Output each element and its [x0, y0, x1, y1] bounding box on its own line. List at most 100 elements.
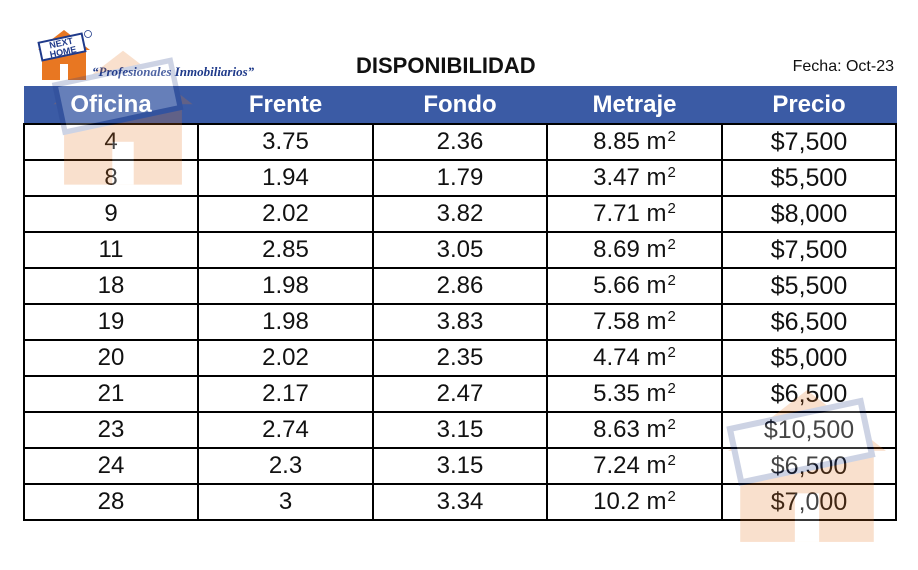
cell-fondo: 2.35 — [372, 339, 548, 377]
cell-fondo: 3.15 — [372, 411, 548, 449]
cell-metraje: 5.66 m2 — [546, 267, 723, 305]
area-unit: m — [646, 128, 667, 155]
table-row: 19 1.98 3.83 7.58 m2 $6,500 — [23, 303, 897, 341]
cell-oficina: 21 — [23, 375, 199, 413]
area-unit: m — [646, 380, 667, 407]
squared-superscript: 2 — [667, 308, 676, 325]
metraje-value: 8.69 — [593, 236, 640, 263]
table-row: 18 1.98 2.86 5.66 m2 $5,500 — [23, 267, 897, 305]
cell-oficina: 23 — [23, 411, 199, 449]
area-unit: m — [646, 344, 667, 371]
cell-fondo: 3.15 — [372, 447, 548, 485]
metraje-value: 8.85 — [593, 128, 640, 155]
squared-superscript: 2 — [667, 452, 676, 469]
metraje-value: 7.24 — [593, 452, 640, 479]
metraje-value: 10.2 — [593, 488, 640, 515]
area-unit: m — [646, 416, 667, 443]
cell-precio: $6,500 — [721, 303, 897, 341]
cell-oficina: 24 — [23, 447, 199, 485]
column-header-fondo: Fondo — [372, 86, 548, 124]
cell-frente: 3.75 — [197, 123, 374, 161]
column-header-oficina: Oficina — [23, 86, 199, 124]
table-header-row: Oficina Frente Fondo Metraje Precio — [23, 86, 897, 124]
cell-metraje: 8.85 m2 — [546, 123, 723, 161]
cell-precio: $8,000 — [721, 195, 897, 233]
cell-frente: 3 — [197, 483, 374, 521]
cell-oficina: 4 — [23, 123, 199, 161]
tagline: “Profesionales Inmobiliarios” — [92, 64, 255, 79]
cell-metraje: 5.35 m2 — [546, 375, 723, 413]
cell-precio: $5,000 — [721, 339, 897, 377]
area-unit: m — [646, 200, 667, 227]
cell-metraje: 7.71 m2 — [546, 195, 723, 233]
metraje-value: 4.74 — [593, 344, 640, 371]
cell-metraje: 4.74 m2 — [546, 339, 723, 377]
cell-oficina: 9 — [23, 195, 199, 233]
cell-precio: $7,500 — [721, 231, 897, 269]
table-row: 11 2.85 3.05 8.69 m2 $7,500 — [23, 231, 897, 269]
cell-frente: 1.98 — [197, 267, 374, 305]
cell-frente: 2.74 — [197, 411, 374, 449]
next-home-logo: NEXT HOME — [37, 30, 92, 80]
area-unit: m — [646, 488, 667, 515]
squared-superscript: 2 — [667, 272, 676, 289]
table-row: 24 2.3 3.15 7.24 m2 $6,500 — [23, 447, 897, 485]
area-unit: m — [646, 452, 667, 479]
area-unit: m — [646, 308, 667, 335]
column-header-precio: Precio — [721, 86, 897, 124]
area-unit: m — [646, 236, 667, 263]
metraje-value: 5.35 — [593, 380, 640, 407]
cell-metraje: 3.47 m2 — [546, 159, 723, 197]
cell-metraje: 8.63 m2 — [546, 411, 723, 449]
cell-precio: $5,500 — [721, 159, 897, 197]
cell-precio: $6,500 — [721, 375, 897, 413]
cell-oficina: 20 — [23, 339, 199, 377]
cell-frente: 2.3 — [197, 447, 374, 485]
cell-precio: $5,500 — [721, 267, 897, 305]
cell-metraje: 7.58 m2 — [546, 303, 723, 341]
cell-metraje: 8.69 m2 — [546, 231, 723, 269]
metraje-value: 3.47 — [593, 164, 640, 191]
table-row: 21 2.17 2.47 5.35 m2 $6,500 — [23, 375, 897, 413]
metraje-value: 7.71 — [593, 200, 640, 227]
cell-fondo: 1.79 — [372, 159, 548, 197]
date-label: Fecha: Oct-23 — [792, 58, 894, 75]
cell-oficina: 19 — [23, 303, 199, 341]
table-row: 28 3 3.34 10.2 m2 $7,000 — [23, 483, 897, 521]
table-row: 9 2.02 3.82 7.71 m2 $8,000 — [23, 195, 897, 233]
cell-precio: $6,500 — [721, 447, 897, 485]
table-row: 20 2.02 2.35 4.74 m2 $5,000 — [23, 339, 897, 377]
squared-superscript: 2 — [667, 200, 676, 217]
cell-metraje: 7.24 m2 — [546, 447, 723, 485]
squared-superscript: 2 — [667, 128, 676, 145]
metraje-value: 7.58 — [593, 308, 640, 335]
column-header-metraje: Metraje — [546, 86, 723, 124]
svg-text:NEXT: NEXT — [48, 36, 74, 51]
cell-fondo: 3.05 — [372, 231, 548, 269]
cell-precio: $10,500 — [721, 411, 897, 449]
cell-frente: 2.85 — [197, 231, 374, 269]
cell-precio: $7,000 — [721, 483, 897, 521]
table-row: 4 3.75 2.36 8.85 m2 $7,500 — [23, 123, 897, 161]
column-header-frente: Frente — [197, 86, 374, 124]
metraje-value: 5.66 — [593, 272, 640, 299]
squared-superscript: 2 — [667, 236, 676, 253]
cell-precio: $7,500 — [721, 123, 897, 161]
squared-superscript: 2 — [667, 164, 676, 181]
area-unit: m — [646, 164, 667, 191]
squared-superscript: 2 — [667, 380, 676, 397]
cell-oficina: 18 — [23, 267, 199, 305]
cell-fondo: 2.47 — [372, 375, 548, 413]
cell-fondo: 3.82 — [372, 195, 548, 233]
table-row: 23 2.74 3.15 8.63 m2 $10,500 — [23, 411, 897, 449]
squared-superscript: 2 — [667, 344, 676, 361]
cell-fondo: 3.83 — [372, 303, 548, 341]
cell-frente: 1.98 — [197, 303, 374, 341]
cell-frente: 2.02 — [197, 195, 374, 233]
cell-frente: 1.94 — [197, 159, 374, 197]
table-row: 8 1.94 1.79 3.47 m2 $5,500 — [23, 159, 897, 197]
cell-fondo: 2.86 — [372, 267, 548, 305]
cell-frente: 2.02 — [197, 339, 374, 377]
cell-fondo: 2.36 — [372, 123, 548, 161]
squared-superscript: 2 — [667, 488, 676, 505]
